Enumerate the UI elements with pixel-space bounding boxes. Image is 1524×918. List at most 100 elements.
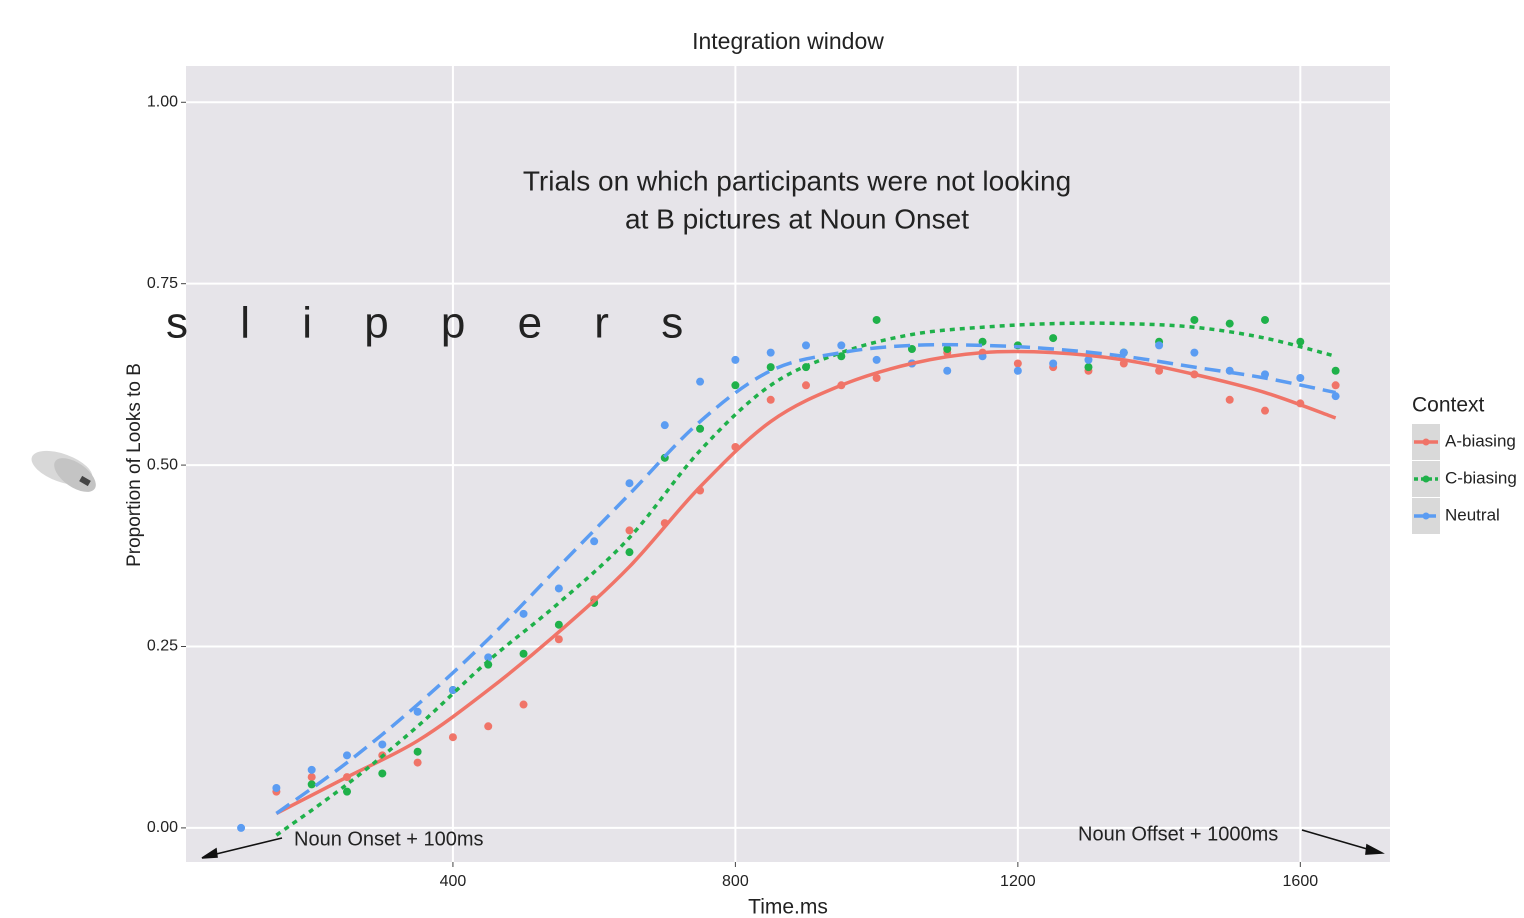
point — [307, 773, 316, 782]
legend: A-biasing C-biasing Neutral — [1412, 424, 1517, 534]
point — [413, 747, 422, 756]
point — [1296, 337, 1305, 346]
point — [1155, 341, 1164, 350]
point — [484, 653, 493, 662]
arrow — [207, 837, 283, 857]
point — [1155, 366, 1164, 375]
point — [448, 733, 457, 742]
x-tick-label: 800 — [722, 873, 749, 890]
point — [731, 381, 740, 390]
x-tick-label: 1600 — [1283, 873, 1319, 890]
point — [625, 526, 634, 535]
point — [1225, 395, 1234, 404]
point — [519, 649, 528, 658]
point — [1331, 381, 1340, 390]
point — [802, 341, 811, 350]
legend-label: Neutral — [1445, 505, 1500, 524]
point — [307, 765, 316, 774]
point — [731, 355, 740, 364]
grid — [186, 66, 1390, 862]
point — [272, 783, 281, 792]
annotation: at B pictures at Noun Onset — [625, 203, 969, 234]
point — [766, 395, 775, 404]
arrow — [1301, 829, 1375, 852]
smooth-line — [275, 342, 1336, 815]
arrow-head — [201, 847, 218, 859]
point — [554, 635, 563, 644]
y-axis-label: Proportion of Looks to B — [124, 363, 145, 567]
point — [484, 722, 493, 731]
x-tick-label: 400 — [440, 873, 467, 890]
point — [837, 341, 846, 350]
smooth-line — [275, 349, 1337, 815]
y-tick-label: 0.00 — [147, 819, 178, 836]
point — [378, 769, 387, 778]
annotation: Trials on which participants were not lo… — [523, 165, 1071, 196]
point — [766, 363, 775, 372]
point — [1049, 359, 1058, 368]
point — [590, 537, 599, 546]
point — [1013, 359, 1022, 368]
point — [1190, 315, 1199, 324]
point — [237, 823, 246, 832]
plot-background — [186, 66, 1390, 862]
point — [343, 751, 352, 760]
point — [696, 424, 705, 433]
point — [766, 348, 775, 357]
point — [343, 787, 352, 796]
point — [1013, 366, 1022, 375]
point — [837, 352, 846, 361]
point — [554, 584, 563, 593]
legend-key-point — [1422, 512, 1430, 520]
point — [448, 686, 457, 695]
point — [1190, 348, 1199, 357]
point — [1084, 355, 1093, 364]
point — [696, 377, 705, 386]
annotation-word: s l i p p e r s — [166, 299, 703, 348]
point — [872, 374, 881, 383]
arrow-head — [1365, 843, 1385, 855]
point — [872, 355, 881, 364]
point — [1261, 315, 1270, 324]
point — [1049, 334, 1058, 343]
point — [519, 609, 528, 618]
annotation: Noun Onset + 100ms — [294, 828, 484, 850]
arrows — [201, 829, 1385, 859]
legend-key-point — [1422, 475, 1430, 483]
point — [1261, 406, 1270, 415]
point — [413, 758, 422, 767]
point — [554, 620, 563, 629]
slipper-label — [79, 475, 91, 487]
point — [625, 548, 634, 557]
point — [872, 315, 881, 324]
annotation: Noun Offset + 1000ms — [1078, 823, 1278, 845]
point — [1084, 363, 1093, 372]
legend-label: A-biasing — [1445, 431, 1516, 450]
point — [660, 421, 669, 430]
point — [1225, 319, 1234, 328]
point — [1331, 366, 1340, 375]
point — [519, 700, 528, 709]
y-tick-label: 0.50 — [147, 456, 178, 473]
marks — [237, 315, 1340, 837]
point — [307, 780, 316, 789]
y-tick-label: 1.00 — [147, 93, 178, 110]
point — [1331, 392, 1340, 401]
x-axis-label: Time.ms — [748, 896, 828, 918]
y-tick-label: 0.75 — [147, 275, 178, 292]
legend-label: C-biasing — [1445, 468, 1517, 487]
legend-key-point — [1422, 438, 1430, 446]
slipper-icon — [31, 450, 96, 492]
point — [802, 381, 811, 390]
point — [625, 479, 634, 488]
point — [943, 344, 952, 353]
point — [943, 366, 952, 375]
x-tick-label: 1200 — [1000, 873, 1036, 890]
point — [378, 740, 387, 749]
point — [1296, 374, 1305, 383]
y-tick-label: 0.25 — [147, 638, 178, 655]
legend-title: Context — [1412, 394, 1485, 417]
point — [413, 707, 422, 716]
